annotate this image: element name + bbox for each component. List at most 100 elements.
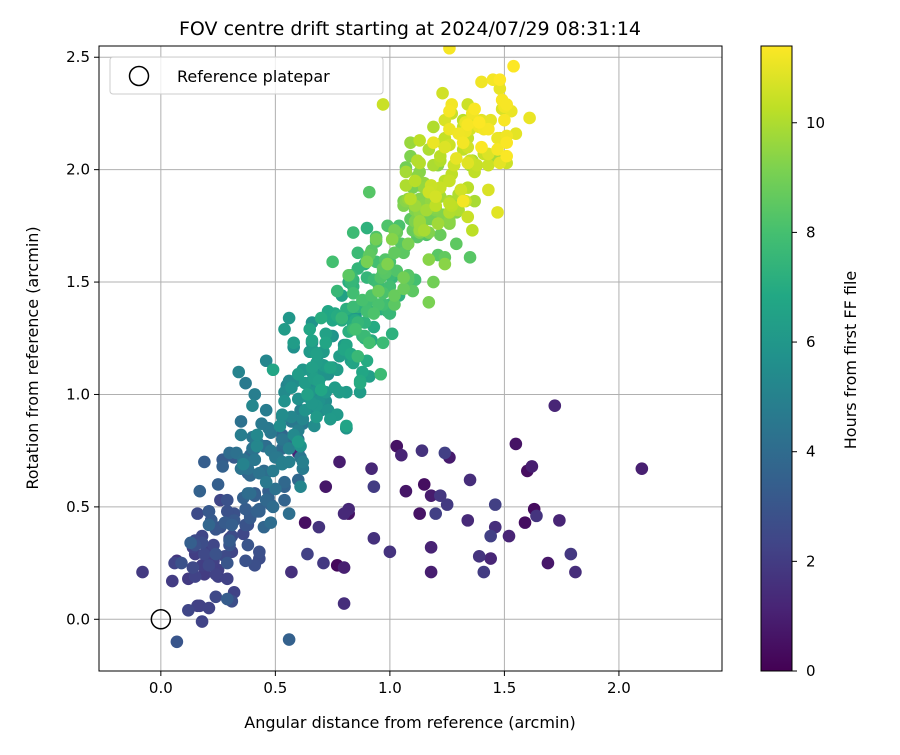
data-point <box>454 183 468 197</box>
data-point <box>223 534 236 547</box>
data-point <box>436 86 449 100</box>
data-point <box>367 480 381 493</box>
x-tick-label: 1.0 <box>378 679 402 697</box>
data-point <box>415 444 429 457</box>
data-point <box>376 98 390 111</box>
data-point <box>385 327 399 341</box>
data-point <box>335 311 349 325</box>
x-tick-label: 0.5 <box>263 679 287 697</box>
data-point <box>346 287 360 300</box>
data-point <box>443 197 456 210</box>
data-point <box>482 158 495 172</box>
data-point <box>324 361 337 374</box>
legend-label: Reference platepar <box>177 67 330 86</box>
data-point <box>450 237 463 251</box>
data-point <box>417 224 431 237</box>
data-point <box>337 597 351 610</box>
y-tick-label: 2.0 <box>66 161 90 179</box>
data-point <box>282 455 296 469</box>
data-point <box>461 156 475 170</box>
data-point <box>372 284 385 298</box>
data-point <box>456 194 470 208</box>
data-point <box>278 394 291 408</box>
data-point <box>429 507 442 520</box>
data-point <box>175 556 188 570</box>
data-point <box>170 635 184 649</box>
y-tick-label: 0.0 <box>66 610 90 628</box>
data-point <box>463 473 477 487</box>
data-point <box>278 475 291 489</box>
data-point <box>253 466 266 480</box>
data-point <box>282 311 296 325</box>
colorbar-tick-label: 8 <box>806 223 816 241</box>
y-axis-ticks: 0.0 0.5 1.0 1.5 2.0 2.5 <box>66 48 99 628</box>
data-point <box>493 82 507 96</box>
data-point <box>399 484 413 498</box>
data-point <box>314 311 328 325</box>
data-point <box>220 572 234 586</box>
data-point <box>282 633 296 646</box>
data-point <box>220 556 234 570</box>
reference-platepar-marker <box>150 609 172 630</box>
data-point <box>468 102 481 116</box>
data-point <box>518 516 532 529</box>
data-point <box>424 489 438 502</box>
data-point <box>399 165 413 179</box>
legend-marker-icon <box>128 65 150 87</box>
data-point <box>491 143 504 156</box>
y-tick-label: 0.5 <box>66 498 90 516</box>
data-point <box>324 412 337 426</box>
data-point <box>369 233 383 246</box>
data-point <box>548 399 562 413</box>
data-point <box>367 532 381 545</box>
data-point <box>381 257 394 271</box>
data-point <box>404 192 417 206</box>
y-tick-label: 1.5 <box>66 273 90 291</box>
legend-box <box>109 56 384 95</box>
data-point <box>253 502 266 516</box>
data-point <box>431 217 445 230</box>
data-point <box>482 122 495 136</box>
data-point <box>198 547 211 561</box>
data-point <box>296 455 310 469</box>
legend: Reference platepar <box>109 56 384 95</box>
data-point <box>424 541 438 554</box>
data-point <box>346 226 360 239</box>
data-point <box>498 113 511 127</box>
data-point <box>413 507 426 520</box>
data-point <box>388 298 401 311</box>
data-point <box>500 149 513 163</box>
data-point <box>484 552 497 565</box>
data-point <box>211 478 225 491</box>
data-point <box>253 545 266 559</box>
data-point <box>388 289 401 302</box>
data-point <box>275 433 289 446</box>
data-point <box>493 73 507 87</box>
data-point <box>266 464 280 478</box>
data-point <box>136 565 149 579</box>
data-point <box>319 336 333 350</box>
data-point <box>310 347 323 361</box>
data-point <box>346 300 360 314</box>
data-point <box>301 388 314 401</box>
data-point <box>349 322 362 336</box>
data-point <box>342 269 355 282</box>
data-point <box>433 489 447 502</box>
colorbar: 0 2 4 6 8 10 Hours from first FF file <box>760 45 860 680</box>
data-point <box>246 399 259 413</box>
data-point <box>488 498 502 511</box>
data-point <box>367 307 381 320</box>
data-point <box>541 556 555 570</box>
data-point <box>422 295 436 309</box>
data-point <box>305 334 319 347</box>
data-point <box>303 322 317 336</box>
colorbar-gradient <box>760 45 793 672</box>
data-point <box>165 574 179 588</box>
data-point <box>475 75 488 89</box>
data-point <box>569 565 582 579</box>
data-point <box>186 561 200 574</box>
data-point <box>282 442 296 455</box>
reference-marker-layer <box>150 609 172 630</box>
data-point <box>564 547 578 561</box>
